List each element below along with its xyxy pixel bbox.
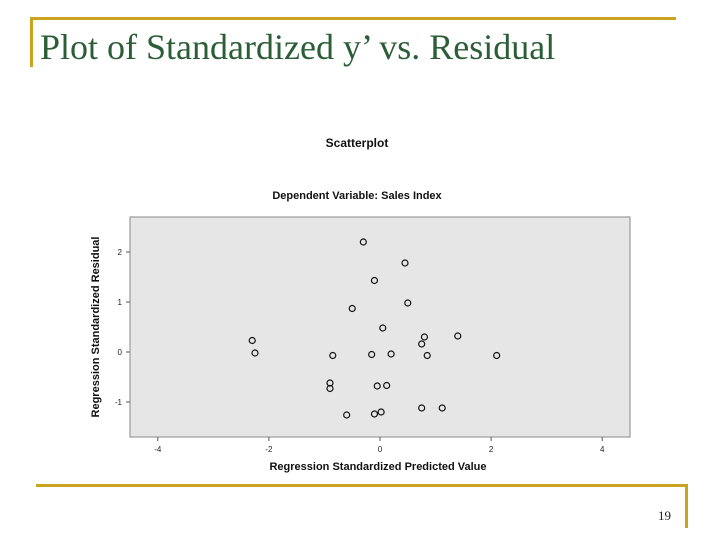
scatter-point bbox=[359, 238, 367, 246]
y-tick-label: -1 bbox=[115, 398, 123, 407]
y-tick-label: 2 bbox=[118, 248, 123, 257]
x-tick-label: 0 bbox=[378, 445, 383, 454]
title-accent-rule-top bbox=[30, 17, 676, 20]
title-accent-rule-left bbox=[30, 17, 33, 67]
scatter-point bbox=[383, 381, 391, 390]
scatter-point bbox=[418, 340, 426, 348]
y-tick-label: 0 bbox=[118, 348, 123, 357]
scatter-point bbox=[377, 408, 385, 416]
scatter-point bbox=[370, 410, 379, 418]
scatter-point bbox=[387, 350, 395, 358]
scatter-point bbox=[420, 333, 429, 341]
scatter-point bbox=[370, 276, 379, 285]
x-tick-label: -4 bbox=[154, 445, 162, 454]
scatter-point bbox=[404, 299, 412, 307]
scatter-point bbox=[418, 404, 426, 412]
scatter-point bbox=[251, 349, 259, 357]
scatterplot-chart: Scatterplot Dependent Variable: Sales In… bbox=[90, 136, 631, 473]
scatter-point bbox=[373, 382, 381, 390]
x-tick-label: 2 bbox=[489, 445, 494, 454]
scatter-point bbox=[326, 384, 334, 393]
page-number: 19 bbox=[658, 508, 671, 523]
scatter-point bbox=[343, 411, 351, 419]
scatter-point bbox=[423, 351, 431, 360]
scatter-point bbox=[401, 259, 409, 267]
slide-title: Plot of Standardized y’ vs. Residual bbox=[40, 27, 556, 67]
x-axis-label: Regression Standardized Predicted Value bbox=[269, 461, 486, 473]
axis-ticks: -4 -2 0 2 4 -1 0 1 2 bbox=[115, 248, 605, 454]
scatter-point bbox=[329, 351, 337, 360]
scatter-point bbox=[248, 336, 256, 345]
data-points bbox=[248, 238, 501, 419]
scatter-point bbox=[348, 304, 356, 313]
chart-title: Scatterplot bbox=[326, 136, 389, 150]
x-tick-label: -2 bbox=[265, 445, 273, 454]
scatter-point bbox=[368, 350, 376, 359]
scatter-point bbox=[454, 332, 462, 340]
chart-subtitle: Dependent Variable: Sales Index bbox=[272, 190, 442, 202]
y-axis-label: Regression Standardized Residual bbox=[90, 237, 102, 418]
scatter-point bbox=[379, 324, 387, 332]
bottom-accent-rule-right bbox=[685, 484, 688, 528]
scatter-point bbox=[438, 404, 446, 412]
x-tick-label: 4 bbox=[600, 445, 605, 454]
y-tick-label: 1 bbox=[118, 298, 123, 307]
scatter-point bbox=[493, 351, 501, 360]
bottom-accent-rule bbox=[36, 484, 688, 487]
